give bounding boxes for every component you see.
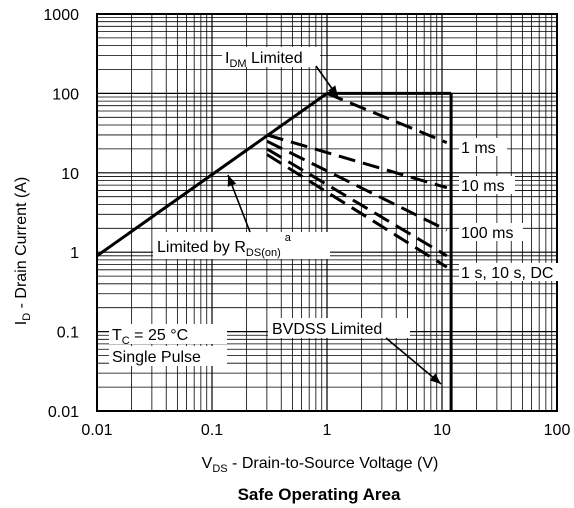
t100ms-label-background <box>459 223 523 241</box>
plot-frame <box>96 13 558 412</box>
label-1s-10s-dc: 1 s, 10 s, DC <box>461 265 553 282</box>
grid-lines <box>96 14 557 412</box>
x-tick-label: 0.01 <box>81 422 112 439</box>
idm-limited-label: IDM Limited <box>225 50 303 70</box>
x-tick-label: 100 <box>544 422 571 439</box>
single-pulse-label: Single Pulse <box>112 349 201 366</box>
series-1-ms-line <box>326 92 448 144</box>
x-tick-labels: 0.01 0.1 1 10 100 <box>81 422 570 439</box>
chart-title: Safe Operating Area <box>238 485 401 504</box>
x-axis-label: VDS - Drain-to-Source Voltage (V) <box>202 455 439 475</box>
rds-arrow-head <box>227 175 237 187</box>
label-1ms: 1 ms <box>461 140 496 157</box>
label-100ms: 100 ms <box>461 225 513 242</box>
bvdss-limited-label: BVDSS Limited <box>272 321 382 338</box>
t1ms-label-background <box>459 138 507 156</box>
curves <box>96 91 453 411</box>
series-10-s-dc-line <box>266 153 448 269</box>
idm-arrow-head <box>327 85 338 97</box>
tc-label-background <box>109 324 227 344</box>
y-axis-label: ID - Drain Current (A) <box>13 177 33 325</box>
annotations: IDM Limited Limited by RDS(on)a 1 ms 10 ms 1… <box>109 47 559 385</box>
y-tick-label: 10 <box>61 166 79 183</box>
series-100-ms-line <box>266 139 448 232</box>
series-10-ms-line <box>266 133 448 190</box>
label-10ms: 10 ms <box>461 178 505 195</box>
bvdss-label-background <box>268 318 410 338</box>
y-tick-label: 100 <box>52 86 79 103</box>
series-limited-by-rds-on--line <box>96 92 328 258</box>
tc-label-text: TC = 25 °C <box>112 327 188 347</box>
bvdss-arrow-shaft <box>385 337 442 385</box>
y-tick-label: 1 <box>70 245 79 262</box>
y-tick-label: 0.01 <box>48 404 79 421</box>
pulse-label-background <box>109 346 227 366</box>
bvdss-arrow-head <box>429 373 441 384</box>
series-1-s-line <box>266 147 448 258</box>
rds-limited-label: Limited by RDS(on)a <box>157 232 292 259</box>
x-tick-label: 1 <box>323 422 332 439</box>
idm-label-background <box>222 47 320 67</box>
y-tick-label: 0.1 <box>57 325 79 342</box>
x-tick-label: 10 <box>433 422 451 439</box>
t10ms-label-background <box>459 176 515 194</box>
t1s-label-background <box>459 263 559 281</box>
rds-label-background <box>153 232 330 259</box>
y-tick-label: 1000 <box>43 7 79 24</box>
x-tick-label: 0.1 <box>201 422 223 439</box>
y-tick-labels: 0.01 0.1 1 10 100 1000 <box>43 7 79 421</box>
